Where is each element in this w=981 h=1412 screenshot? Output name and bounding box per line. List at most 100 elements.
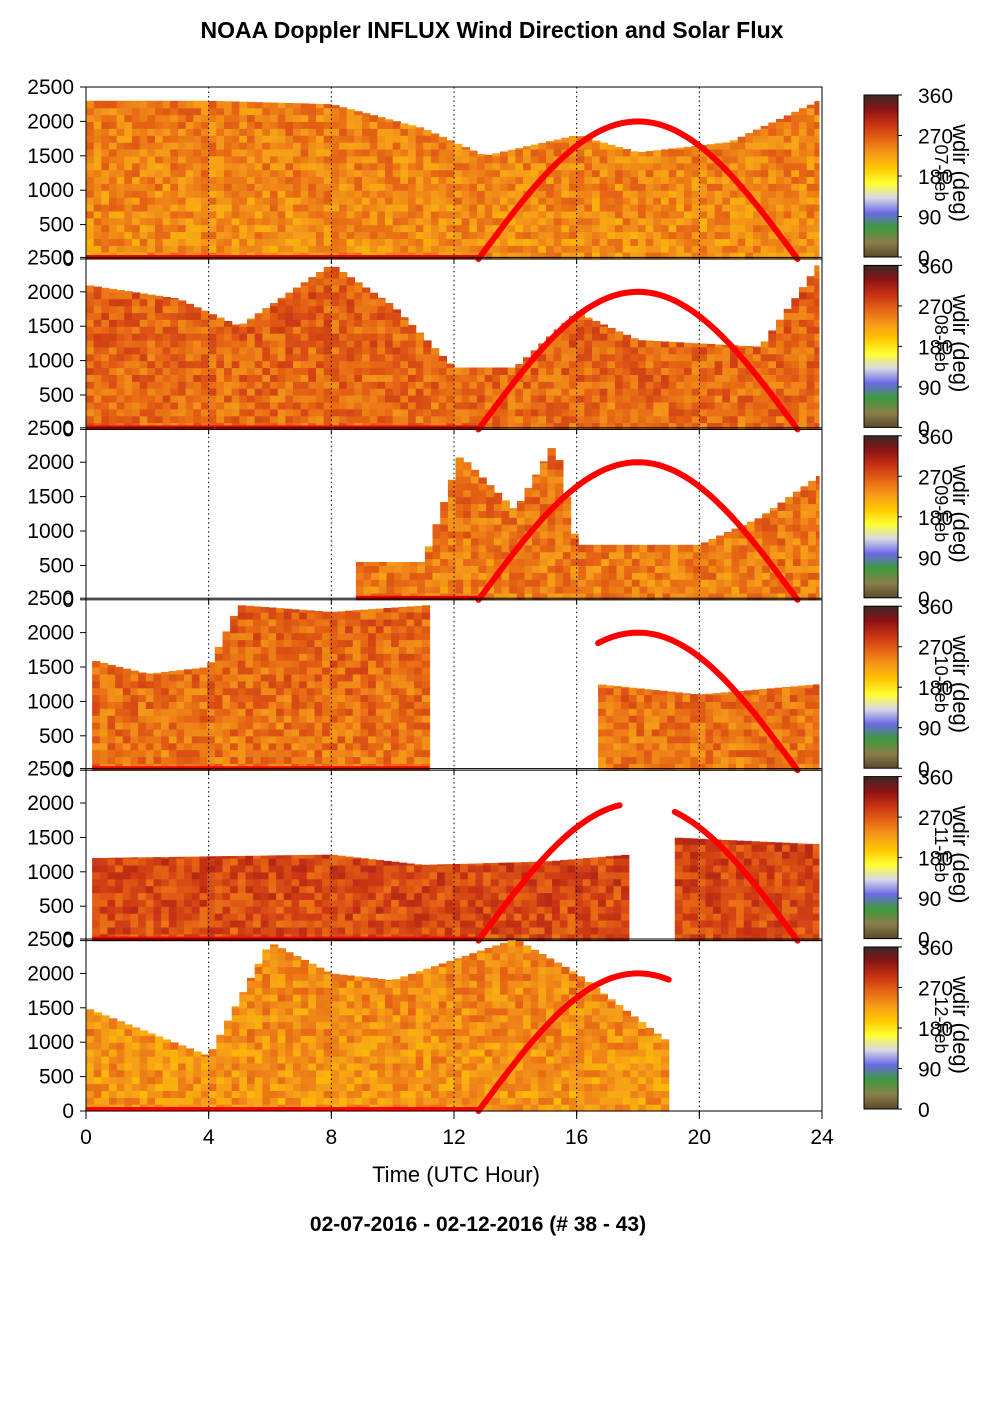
heatmap-cell bbox=[722, 353, 731, 362]
heatmap-cell bbox=[722, 204, 731, 212]
heatmap-cell bbox=[115, 715, 124, 723]
heatmap-cell bbox=[207, 662, 216, 668]
heatmap-cell bbox=[254, 401, 263, 410]
heatmap-cell bbox=[276, 715, 285, 723]
heatmap-cell bbox=[86, 340, 95, 348]
heatmap-cell bbox=[224, 333, 233, 341]
heatmap-cell bbox=[207, 756, 216, 764]
heatmap-cell bbox=[746, 524, 756, 532]
heatmap-cell bbox=[314, 728, 323, 737]
heatmap-cell bbox=[116, 245, 125, 253]
heatmap-cell bbox=[569, 422, 578, 430]
heatmap-cell bbox=[291, 728, 300, 737]
heatmap-cell bbox=[806, 155, 815, 164]
y-tick-label: 500 bbox=[39, 384, 74, 407]
heatmap-cell bbox=[569, 367, 578, 375]
heatmap-cell bbox=[676, 422, 685, 430]
heatmap-cell bbox=[231, 176, 240, 184]
heatmap-cell bbox=[791, 224, 800, 233]
heatmap-cell bbox=[684, 342, 693, 348]
heatmap-cell bbox=[314, 632, 323, 641]
heatmap-cell bbox=[799, 340, 808, 348]
heatmap-cell bbox=[247, 381, 256, 389]
chart-title: NOAA Doppler INFLUX Wind Direction and S… bbox=[201, 17, 784, 43]
heatmap-cell bbox=[132, 162, 141, 171]
heatmap-cell bbox=[193, 312, 202, 320]
heatmap-cell bbox=[178, 231, 187, 239]
heatmap-cell bbox=[185, 176, 194, 184]
heatmap-cell bbox=[607, 217, 616, 226]
heatmap-cell bbox=[668, 346, 677, 355]
heatmap-cell bbox=[139, 415, 148, 424]
heatmap-cell bbox=[115, 749, 124, 758]
heatmap-cell bbox=[191, 680, 201, 689]
heatmap-cell bbox=[346, 367, 355, 375]
heatmap-cell bbox=[109, 388, 118, 396]
heatmap-cell bbox=[300, 381, 309, 389]
heatmap-cell bbox=[101, 374, 110, 382]
heatmap-cell bbox=[170, 100, 179, 109]
heatmap-cell bbox=[730, 408, 739, 417]
heatmap-cell bbox=[224, 238, 233, 246]
heatmap-cell bbox=[447, 551, 457, 560]
heatmap-cell bbox=[493, 503, 503, 511]
heatmap-cell bbox=[262, 107, 271, 116]
heatmap-cell bbox=[799, 287, 808, 293]
heatmap-cell bbox=[523, 146, 532, 150]
heatmap-cell bbox=[222, 701, 231, 709]
heatmap-cell bbox=[345, 735, 354, 744]
heatmap-cell bbox=[201, 374, 210, 382]
heatmap-cell bbox=[570, 565, 579, 573]
heatmap-cell bbox=[714, 204, 723, 212]
heatmap-cell bbox=[814, 284, 820, 293]
heatmap-cell bbox=[615, 374, 624, 382]
heatmap-cell bbox=[222, 639, 231, 647]
heatmap-cell bbox=[691, 217, 700, 226]
heatmap-cell bbox=[147, 121, 156, 129]
heatmap-cell bbox=[815, 510, 820, 518]
heatmap-cell bbox=[569, 381, 578, 389]
heatmap-cell bbox=[176, 715, 185, 723]
heatmap-cell bbox=[438, 155, 447, 164]
heatmap-cell bbox=[185, 121, 194, 129]
heatmap-cell bbox=[432, 544, 441, 553]
heatmap-cell bbox=[222, 728, 231, 737]
heatmap-cell bbox=[806, 353, 815, 362]
heatmap-cell bbox=[569, 162, 578, 171]
heatmap-cell bbox=[262, 210, 271, 219]
heatmap-cell bbox=[400, 238, 409, 246]
heatmap-cell bbox=[400, 408, 409, 417]
heatmap-cell bbox=[562, 551, 572, 560]
heatmap-cell bbox=[470, 572, 480, 580]
heatmap-cell bbox=[569, 155, 578, 164]
heatmap-cell bbox=[377, 169, 386, 178]
heatmap-cell bbox=[400, 210, 409, 219]
heatmap-cell bbox=[247, 346, 256, 355]
heatmap-cell bbox=[170, 148, 179, 157]
heatmap-cell bbox=[584, 408, 593, 417]
heatmap-cell bbox=[178, 190, 187, 198]
heatmap-cell bbox=[408, 395, 417, 403]
heatmap-cell bbox=[447, 579, 457, 587]
heatmap-cell bbox=[530, 169, 539, 178]
heatmap-cell bbox=[216, 238, 225, 246]
heatmap-cell bbox=[239, 176, 248, 184]
heatmap-cell bbox=[815, 551, 820, 560]
heatmap-cell bbox=[555, 544, 564, 553]
heatmap-cell bbox=[208, 374, 217, 382]
heatmap-cell bbox=[799, 155, 808, 164]
heatmap-cell bbox=[331, 121, 340, 129]
heatmap-cell bbox=[316, 305, 325, 314]
heatmap-cell bbox=[293, 114, 302, 122]
heatmap-cell bbox=[553, 422, 562, 430]
heatmap-cell bbox=[638, 169, 647, 178]
heatmap-cell bbox=[268, 607, 277, 613]
heatmap-cell bbox=[432, 572, 441, 580]
heatmap-cell bbox=[331, 231, 340, 239]
heatmap-cell bbox=[615, 183, 624, 191]
heatmap-cell bbox=[762, 579, 771, 587]
heatmap-cell bbox=[299, 646, 308, 654]
heatmap-cell bbox=[339, 204, 348, 212]
heatmap-cell bbox=[737, 190, 746, 198]
heatmap-cell bbox=[417, 579, 426, 587]
